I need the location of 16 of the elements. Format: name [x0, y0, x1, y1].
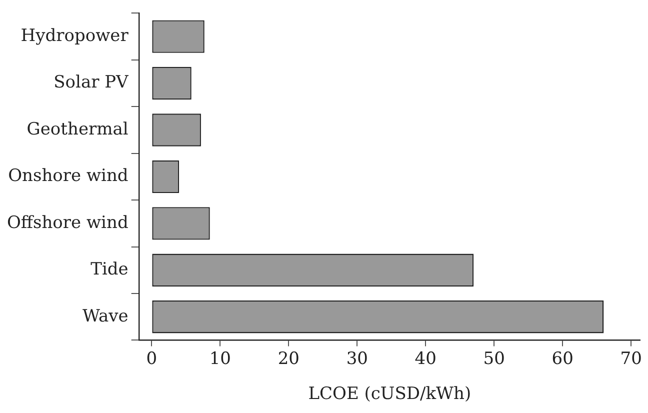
x-tick-label: 60	[552, 348, 574, 369]
y-tick-label: Onshore wind	[8, 166, 128, 186]
y-tick-label: Hydropower	[20, 26, 130, 46]
x-tick-label: 70	[620, 348, 642, 369]
x-tick-label: 10	[209, 348, 231, 369]
x-tick-label: 50	[483, 348, 505, 369]
y-tick-label: Offshore wind	[6, 212, 128, 233]
x-tick-label: 20	[278, 348, 300, 369]
y-tick-label: Tide	[90, 260, 128, 280]
y-tick-label: Wave	[82, 306, 128, 326]
y-tick-label: Solar PV	[54, 72, 130, 93]
x-tick-label: 40	[414, 348, 436, 369]
x-tick-label: 0	[146, 348, 158, 369]
y-tick-label: Geothermal	[26, 119, 128, 140]
x-tick-label: 30	[346, 348, 368, 369]
x-axis-title: LCOE (cUSD/kWh)	[308, 384, 472, 404]
